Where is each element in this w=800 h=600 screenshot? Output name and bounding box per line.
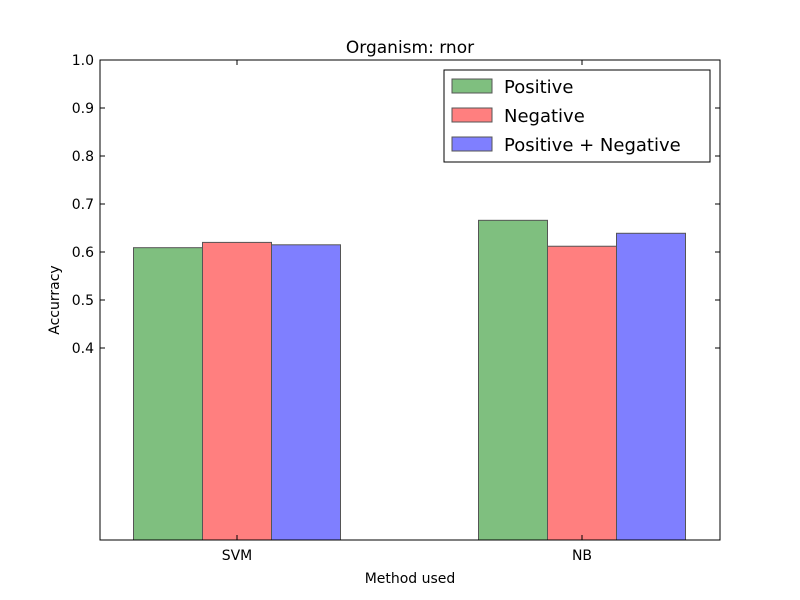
legend-label: Positive bbox=[504, 77, 573, 98]
x-tick-label-svm: SVM bbox=[222, 548, 253, 564]
legend-swatch bbox=[451, 136, 493, 152]
y-tick-label: 0.6 bbox=[72, 245, 94, 261]
y-tick-label: 0.5 bbox=[72, 293, 94, 309]
bar-svm-negative bbox=[202, 241, 272, 541]
legend-label: Negative bbox=[504, 106, 585, 127]
legend-swatch bbox=[451, 78, 493, 94]
y-axis-label: Accurracy bbox=[47, 265, 63, 334]
y-tick-label: 0.4 bbox=[72, 341, 94, 357]
legend-label: Positive + Negative bbox=[504, 135, 681, 156]
bar-nb-positive bbox=[478, 219, 548, 541]
legend: Positive Negative Positive + Negative bbox=[443, 69, 711, 163]
bar-nb-positive-negative bbox=[616, 232, 686, 541]
x-axis-label: Method used bbox=[365, 571, 456, 587]
y-tick-label: 0.7 bbox=[72, 197, 94, 213]
bar-svm-positive-negative bbox=[271, 244, 341, 541]
x-tick-label-nb: NB bbox=[572, 548, 592, 564]
y-tick-label: 0.9 bbox=[72, 101, 94, 117]
y-tick-label: 1.0 bbox=[72, 53, 94, 69]
y-tick-label: 0.8 bbox=[72, 149, 94, 165]
bar-nb-negative bbox=[547, 245, 617, 541]
x-axis: SVM NB bbox=[222, 60, 592, 564]
legend-swatch bbox=[451, 107, 493, 123]
chart-title: Organism: rnor bbox=[346, 38, 474, 58]
bars-layer bbox=[133, 219, 686, 541]
y-axis: 0.4 0.5 0.6 0.7 0.8 0.9 1.0 bbox=[72, 53, 720, 357]
bar-svm-positive bbox=[133, 247, 203, 541]
